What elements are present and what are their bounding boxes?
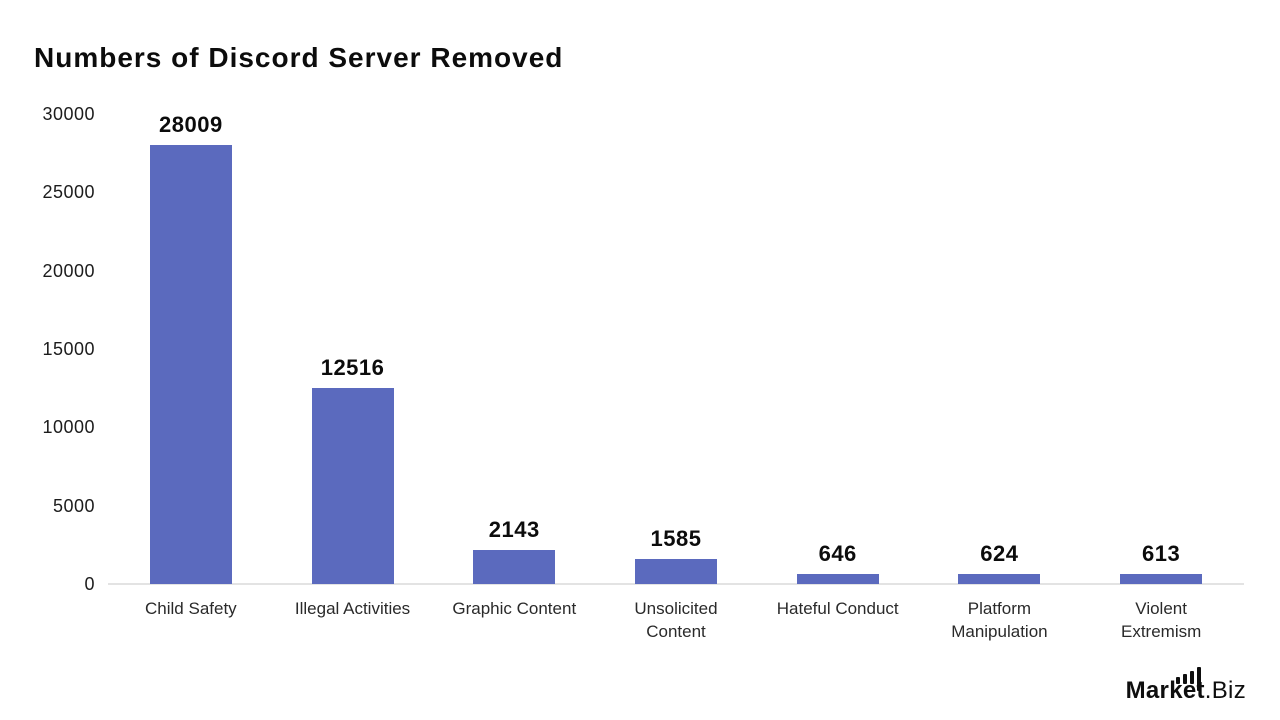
category-label-unsolicited-content: Unsolicited Content [634, 599, 718, 641]
category-label-platform-manipulation: Platform Manipulation [951, 599, 1048, 641]
y-axis-tick-label: 25000 [42, 182, 95, 203]
bar-illegal-activities [311, 387, 394, 584]
y-axis-tick-label: 0 [84, 574, 95, 594]
bar-platform-manipulation [958, 574, 1041, 584]
value-label-unsolicited-content: 1585 [650, 526, 702, 552]
bar-child-safety [149, 145, 232, 584]
category-label-illegal-activities: Illegal Activities [294, 599, 411, 618]
x-axis-baseline [108, 583, 1244, 585]
category-label-violent-extremism: Violent Extremism [1120, 599, 1202, 641]
bar-unsolicited-content [634, 559, 717, 584]
category-label-child-safety: Child Safety [145, 599, 237, 618]
logo-text-light: .Biz [1204, 677, 1246, 704]
value-label-violent-extremism: 613 [1142, 541, 1181, 567]
y-axis-tick-label: 15000 [42, 339, 95, 359]
category-label-graphic-content: Graphic Content [452, 599, 577, 618]
ascending-bars-icon [1175, 664, 1202, 691]
bar-slot-graphic-content: 2143 Graphic Content [433, 114, 595, 618]
marketbiz-logo: Market.Biz [1126, 667, 1246, 705]
value-label-graphic-content: 2143 [488, 517, 540, 543]
y-axis-tick-label: 20000 [42, 260, 95, 281]
bar-slot-unsolicited-content: 1585 Unsolicited Content [595, 114, 757, 641]
y-axis-tick-label: 10000 [42, 417, 95, 438]
chart-title: Numbers of Discord Server Removed [34, 42, 564, 73]
y-axis-labels: 0 5000 10000 15000 20000 25000 30000 [0, 0, 95, 720]
y-axis-tick-label: 30000 [42, 104, 95, 124]
bar-slot-illegal-activities: 12516 Illegal Activities [272, 114, 434, 618]
value-label-child-safety: 28009 [159, 112, 223, 138]
bar-slot-violent-extremism: 613 Violent Extremism [1080, 114, 1242, 641]
category-label-hateful-conduct: Hateful Conduct [776, 599, 899, 618]
bar-slot-hateful-conduct: 646 Hateful Conduct [757, 114, 919, 618]
value-label-hateful-conduct: 646 [818, 540, 857, 566]
value-label-illegal-activities: 12516 [320, 354, 385, 380]
bar-slot-child-safety: 28009 Child Safety [110, 112, 272, 618]
bar-hateful-conduct [796, 573, 879, 584]
y-axis-tick-label: 5000 [52, 495, 95, 516]
bar-violent-extremism [1120, 574, 1203, 584]
bar-graphic-content [473, 550, 556, 584]
bar-slot-platform-manipulation: 624 Platform Manipulation [919, 114, 1081, 641]
value-label-platform-manipulation: 624 [980, 541, 1019, 567]
plot-area: 28009 Child Safety 12516 Illegal Activities… [108, 112, 1244, 641]
